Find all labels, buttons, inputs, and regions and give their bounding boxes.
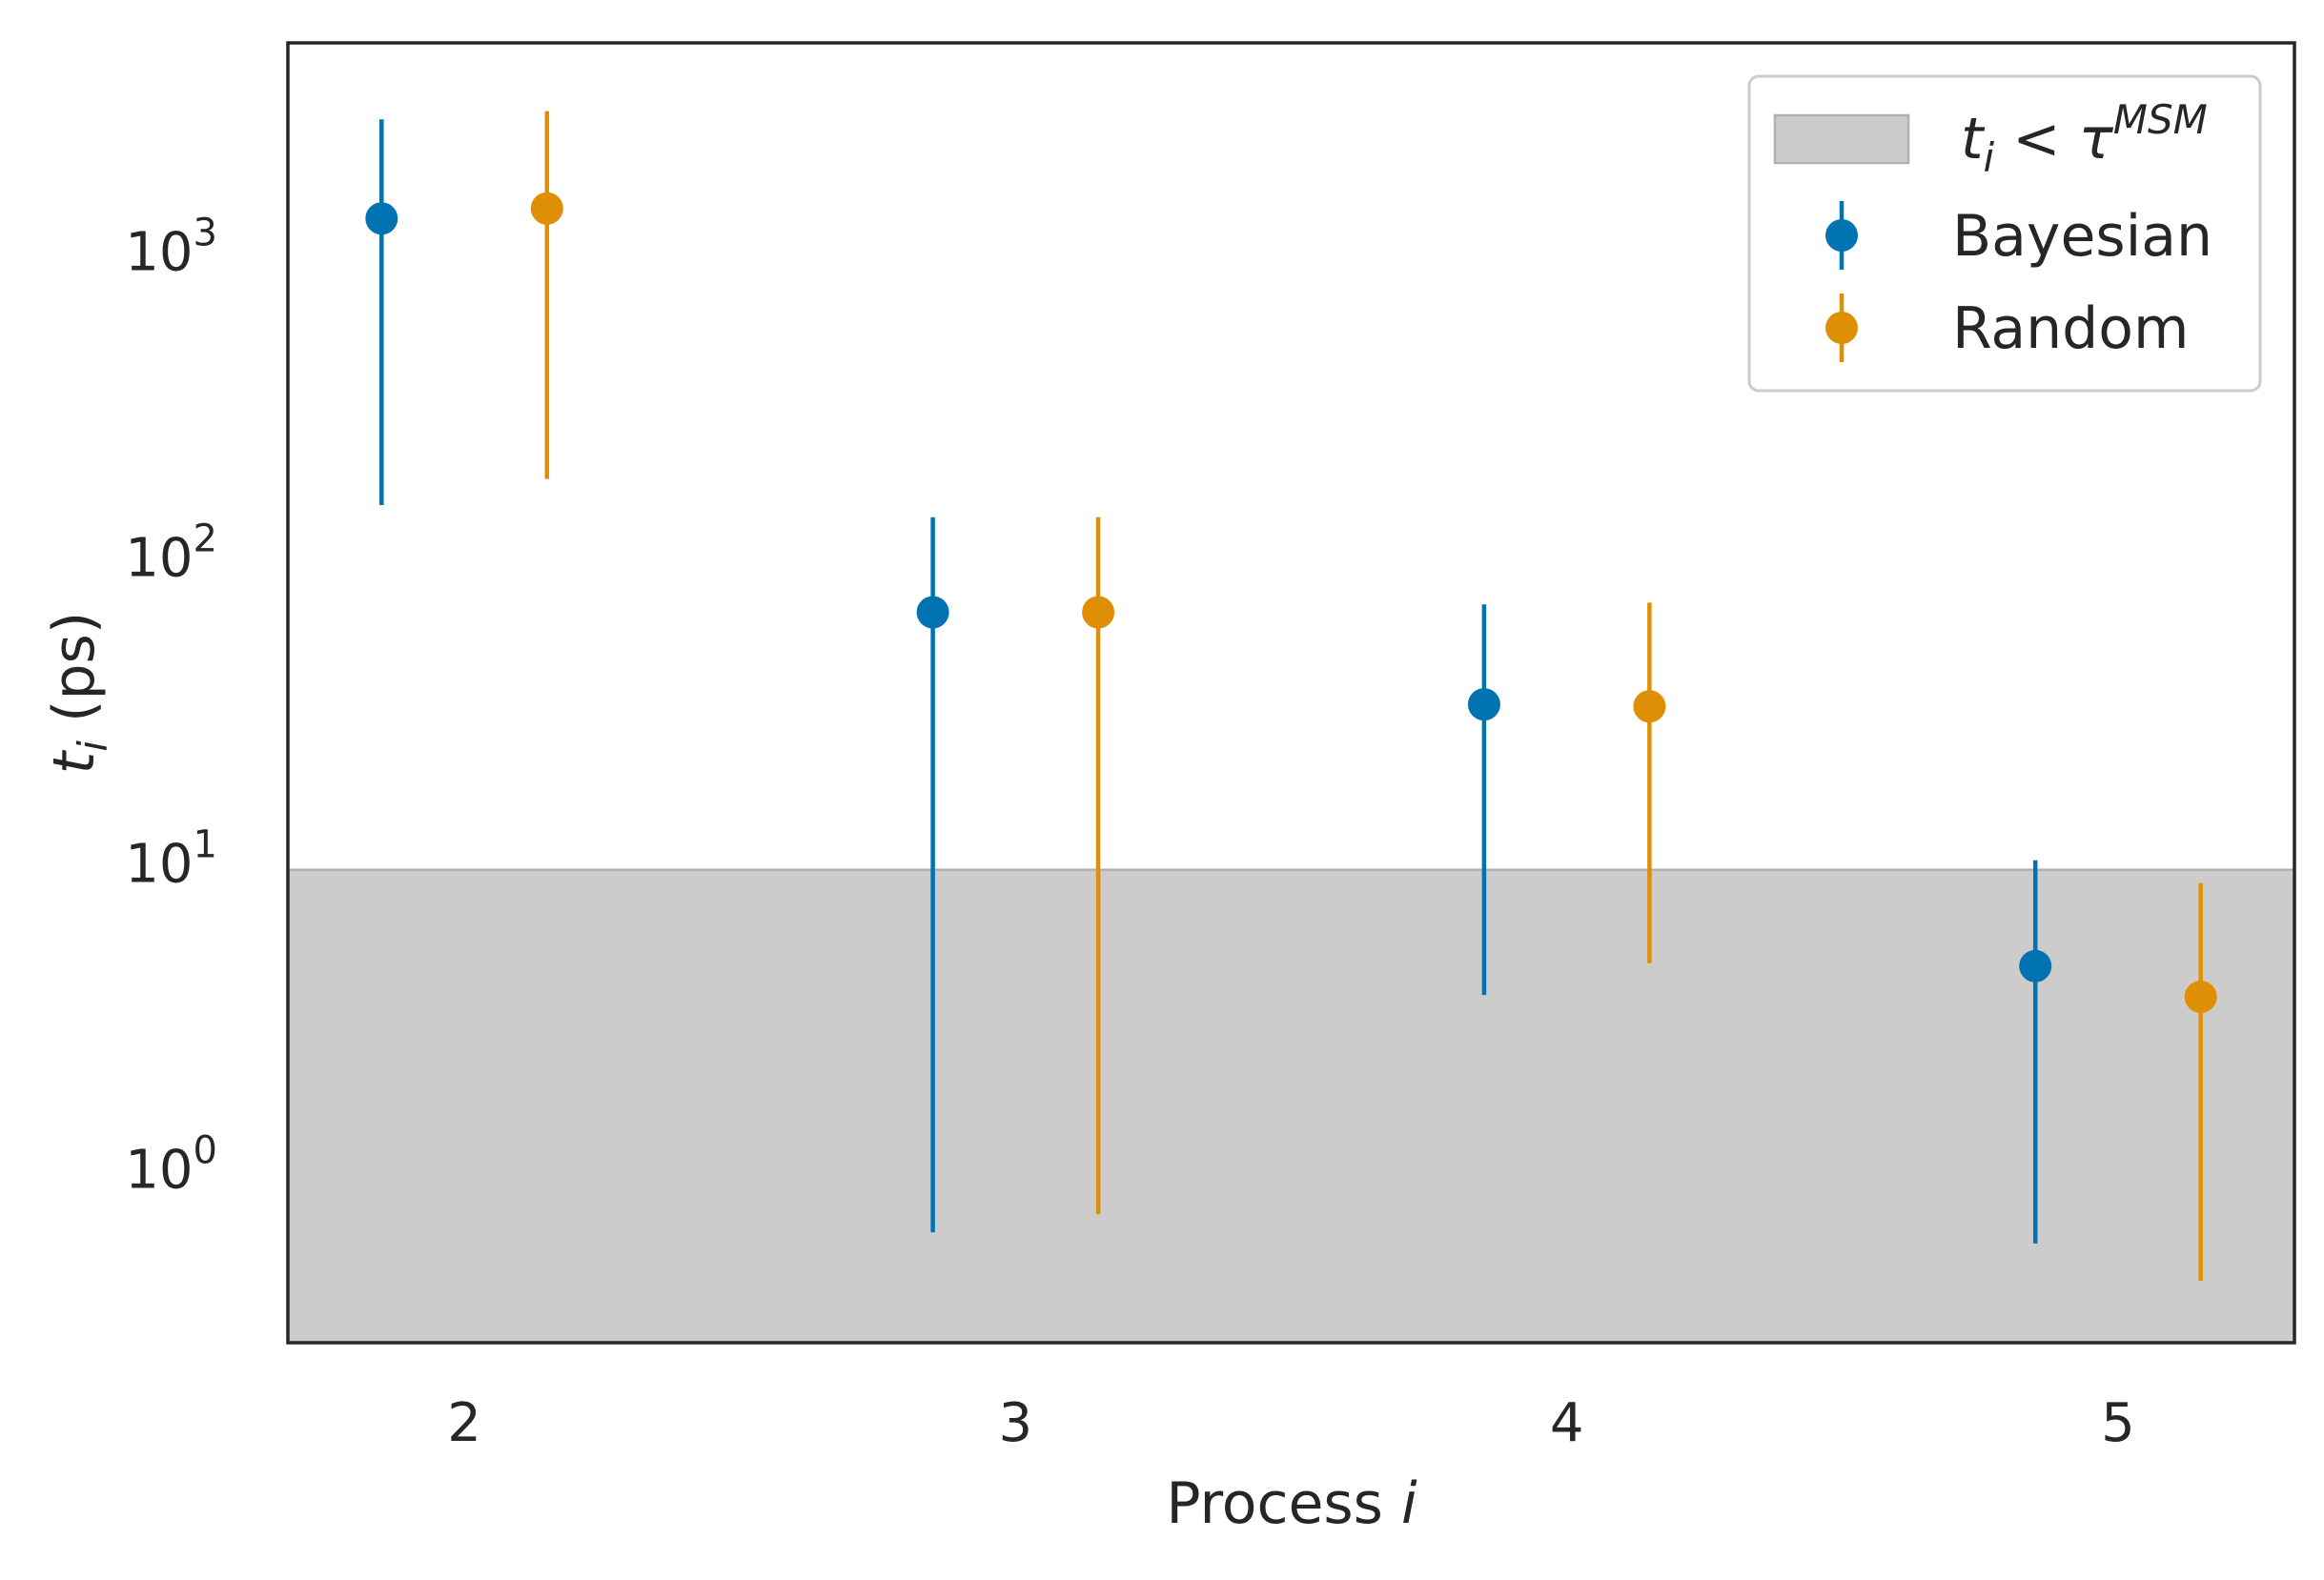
x-tick-label: 3 xyxy=(999,1392,1033,1454)
data-marks xyxy=(365,111,2217,1282)
x-tick-labels: 2 3 4 5 xyxy=(447,1392,2135,1454)
y-tick-label: 100 xyxy=(125,1128,217,1201)
legend-shade-label: ti < τMSM xyxy=(1961,96,2208,181)
legend-shade-swatch xyxy=(1773,113,1910,165)
plot-frame xyxy=(286,41,2296,1345)
shaded-region xyxy=(288,869,2294,1343)
legend-marker-bayesian xyxy=(1825,219,1858,252)
legend: ti < τMSM Bayesian Random xyxy=(1747,74,2262,393)
x-axis-label: Process i xyxy=(1166,1470,1417,1537)
legend-label-bayesian: Bayesian xyxy=(1952,203,2212,270)
point-random-5 xyxy=(2184,981,2217,1014)
y-tick-label: 101 xyxy=(125,823,217,896)
y-axis-label: ti (ps) xyxy=(41,612,116,774)
y-tick-label: 103 xyxy=(125,212,217,284)
legend-series-entries: Bayesian Random xyxy=(1825,201,2212,362)
legend-marker-random xyxy=(1825,312,1858,344)
point-bayesian-5 xyxy=(2019,949,2052,982)
legend-label-random: Random xyxy=(1952,295,2189,362)
point-random-2 xyxy=(530,192,563,225)
y-tick-label: 102 xyxy=(125,517,217,590)
point-bayesian-4 xyxy=(1467,688,1500,721)
x-tick-label: 4 xyxy=(1550,1392,1584,1454)
point-bayesian-2 xyxy=(365,202,398,235)
y-tick-labels: 100 101 102 103 xyxy=(125,212,217,1202)
x-tick-label: 5 xyxy=(2101,1392,2135,1454)
point-bayesian-3 xyxy=(916,596,949,629)
point-random-3 xyxy=(1082,596,1115,629)
x-tick-label: 2 xyxy=(447,1392,481,1454)
point-random-4 xyxy=(1633,690,1666,723)
